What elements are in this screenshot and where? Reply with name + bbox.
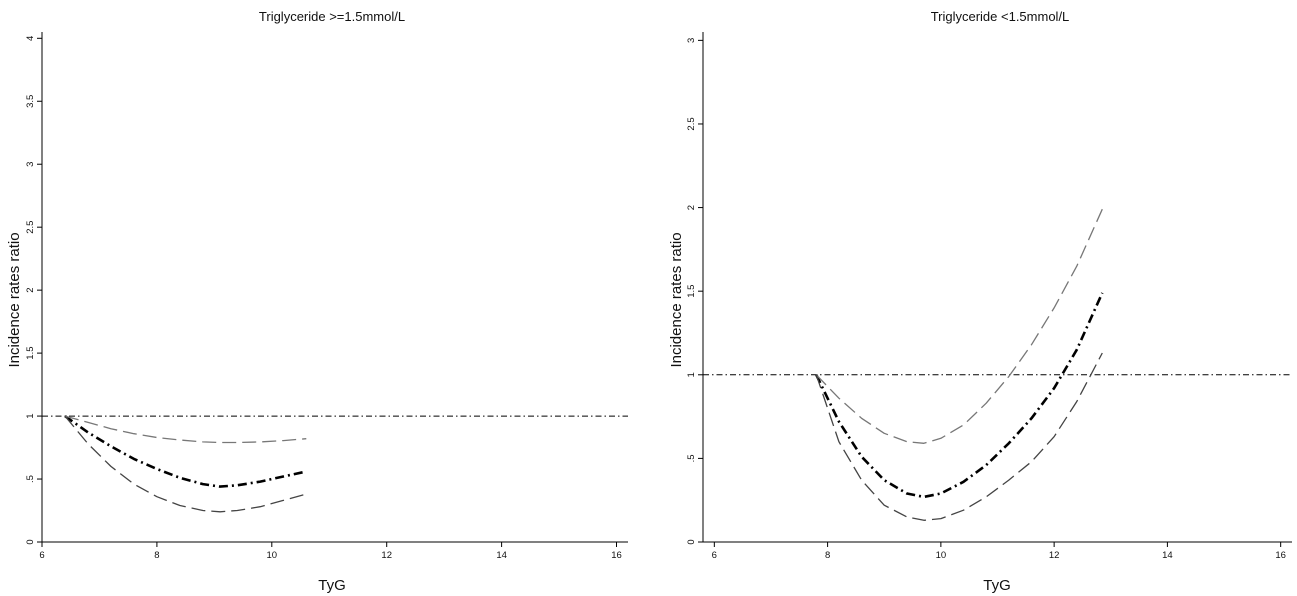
left-panel-upper-line: [64, 415, 307, 444]
left-panel-x-tick-label: 12: [381, 550, 392, 561]
left-panel-y-tick-label: 1.5: [25, 347, 36, 360]
right-panel-y-tick-label: 2.5: [686, 117, 697, 130]
right-panel-x-tick-label: 10: [936, 550, 947, 561]
right-panel-y-axis-title: Incidence rates ratio: [668, 232, 685, 367]
left-panel-y-axis-title: Incidence rates ratio: [6, 232, 23, 367]
left-panel-y-tick-label: 2: [25, 287, 36, 292]
left-panel-x-axis-title: TyG: [318, 577, 346, 594]
left-panel-x-tick-label: 8: [154, 550, 159, 561]
right-panel-title: Triglyceride <1.5mmol/L: [931, 9, 1070, 24]
right-panel-x-tick-label: 8: [825, 550, 830, 561]
left-panel-estimate-line: [64, 415, 307, 488]
left-panel-y-tick-label: 4: [25, 36, 36, 41]
right-panel-x-tick-label: 14: [1162, 550, 1173, 561]
right-panel-y-tick-label: .5: [686, 454, 697, 462]
right-panel-upper-line: [815, 208, 1103, 444]
left-panel-chart: Triglyceride >=1.5mmol/L TyG Incidence r…: [6, 9, 628, 594]
left-panel-x-tick-label: 10: [267, 550, 278, 561]
right-panel-x-axis-title: TyG: [983, 577, 1011, 594]
left-panel-y-tick-label: 1: [25, 413, 36, 418]
left-panel-y-tick-label: 2.5: [25, 221, 36, 234]
left-panel-y-tick-label: .5: [25, 475, 36, 483]
left-panel-y-tick-label: 0: [25, 539, 36, 544]
left-panel-y-tick-label: 3: [25, 162, 36, 167]
right-panel-chart: Triglyceride <1.5mmol/L TyG Incidence ra…: [668, 9, 1292, 594]
right-panel-estimate-line: [815, 292, 1104, 499]
right-panel-y-tick-label: 1.5: [686, 285, 697, 298]
right-panel-y-tick-label: 1: [686, 372, 697, 377]
right-panel-x-tick-label: 12: [1049, 550, 1060, 561]
right-panel-y-tick-label: 0: [686, 539, 697, 544]
left-panel-x-tick-label: 16: [611, 550, 622, 561]
left-panel-x-tick-label: 6: [39, 550, 44, 561]
right-panel-x-tick-label: 6: [712, 550, 717, 561]
right-panel-y-tick-label: 3: [686, 38, 697, 43]
right-panel-lower-line: [815, 352, 1103, 521]
left-panel-y-tick-label: 3.5: [25, 95, 36, 108]
right-panel-y-tick-label: 2: [686, 205, 697, 210]
right-panel-x-tick-label: 16: [1275, 550, 1286, 561]
left-panel-x-tick-label: 14: [496, 550, 507, 561]
left-panel-title: Triglyceride >=1.5mmol/L: [259, 9, 405, 24]
left-panel-lower-line: [64, 415, 307, 513]
